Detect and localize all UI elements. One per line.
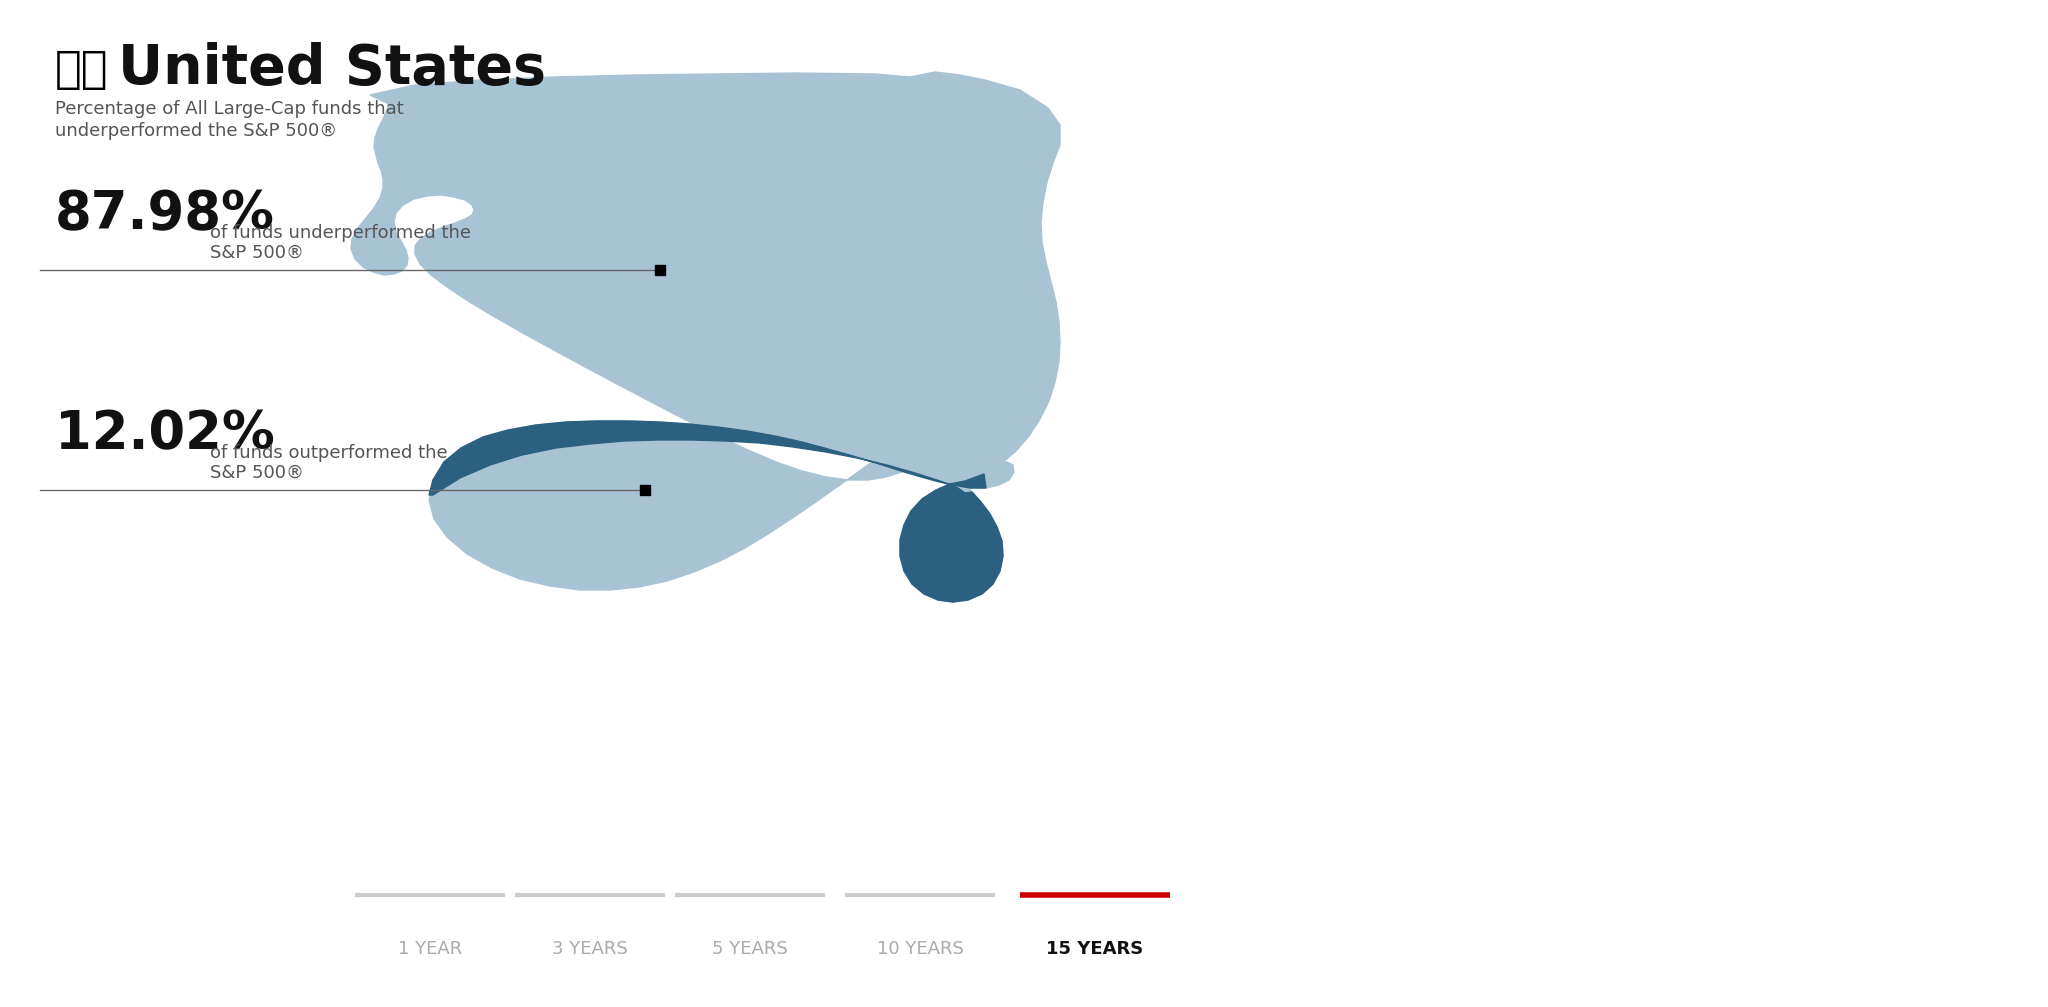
Text: Percentage of All Large-Cap funds that: Percentage of All Large-Cap funds that bbox=[55, 100, 403, 118]
Text: 12.02%: 12.02% bbox=[55, 408, 274, 460]
Text: 5 YEARS: 5 YEARS bbox=[713, 940, 788, 958]
Text: United States: United States bbox=[119, 42, 547, 96]
Polygon shape bbox=[350, 71, 1061, 602]
Text: 87.98%: 87.98% bbox=[55, 188, 274, 240]
Text: 15 YEARS: 15 YEARS bbox=[1047, 940, 1143, 958]
Text: of funds underperformed the: of funds underperformed the bbox=[211, 224, 471, 242]
Text: 10 YEARS: 10 YEARS bbox=[877, 940, 963, 958]
Text: S&P 500®: S&P 500® bbox=[211, 464, 303, 482]
Polygon shape bbox=[428, 421, 1004, 602]
Text: 1 YEAR: 1 YEAR bbox=[397, 940, 463, 958]
Text: S&P 500®: S&P 500® bbox=[211, 244, 303, 262]
Text: 3 YEARS: 3 YEARS bbox=[553, 940, 629, 958]
Text: of funds outperformed the: of funds outperformed the bbox=[211, 444, 449, 462]
Text: underperformed the S&P 500®: underperformed the S&P 500® bbox=[55, 122, 338, 140]
Text: 🇺🇸: 🇺🇸 bbox=[55, 48, 109, 91]
